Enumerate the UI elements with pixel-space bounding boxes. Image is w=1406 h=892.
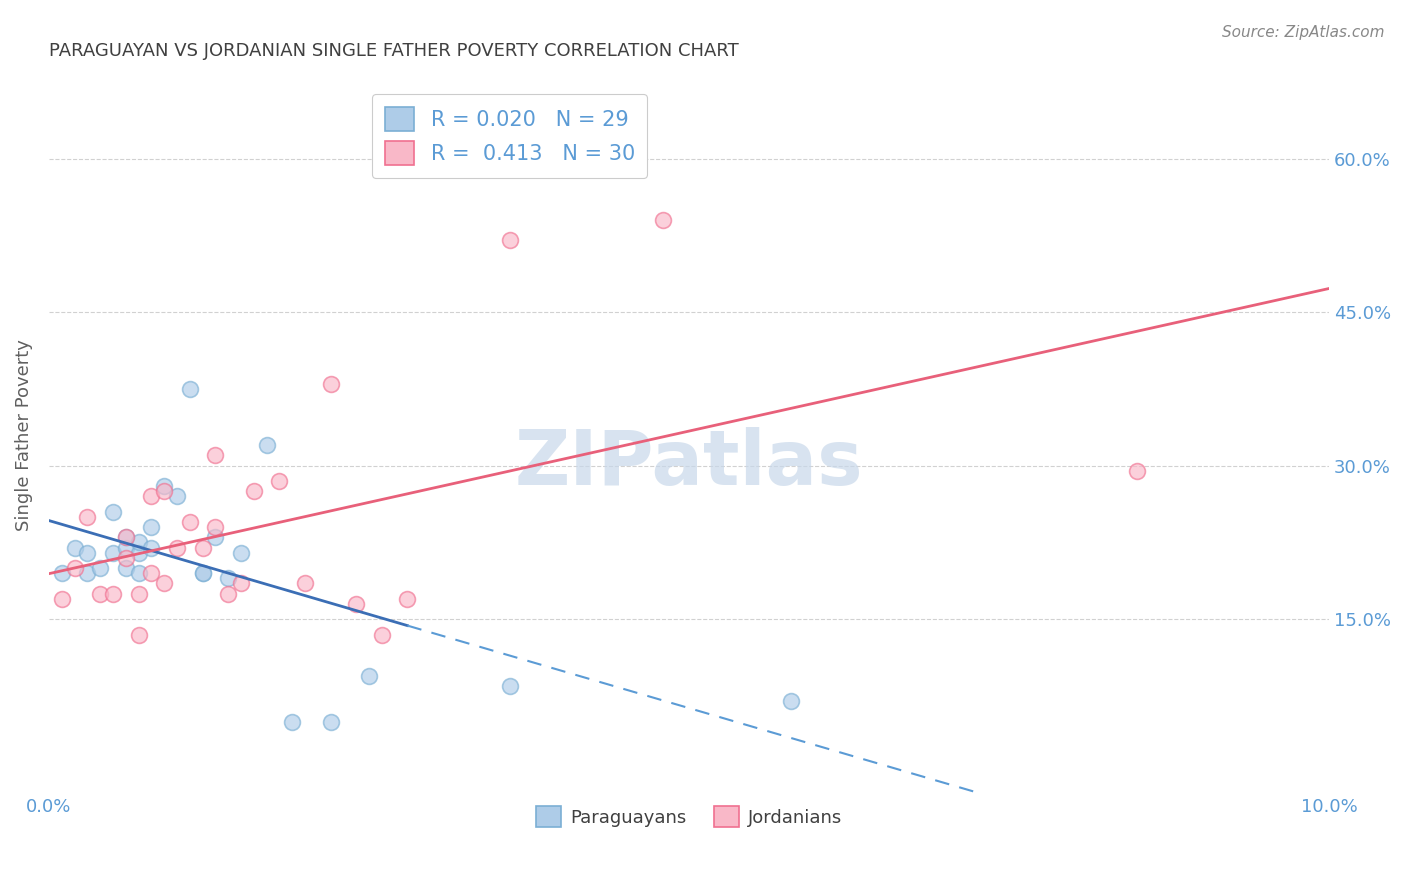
Point <box>204 449 226 463</box>
Point <box>114 550 136 565</box>
Point <box>396 591 419 606</box>
Point <box>319 376 342 391</box>
Point <box>242 484 264 499</box>
Point <box>153 479 176 493</box>
Point <box>128 535 150 549</box>
Point <box>76 546 98 560</box>
Point <box>229 546 252 560</box>
Point <box>780 694 803 708</box>
Point <box>217 587 239 601</box>
Point <box>114 561 136 575</box>
Point <box>499 234 522 248</box>
Point <box>63 541 86 555</box>
Point <box>499 679 522 693</box>
Point <box>217 571 239 585</box>
Point <box>114 541 136 555</box>
Point <box>1126 464 1149 478</box>
Point <box>153 484 176 499</box>
Point <box>76 509 98 524</box>
Point <box>128 627 150 641</box>
Point <box>204 520 226 534</box>
Text: ZIPatlas: ZIPatlas <box>515 426 863 500</box>
Point <box>141 541 163 555</box>
Point <box>128 546 150 560</box>
Point <box>191 541 214 555</box>
Point <box>319 714 342 729</box>
Point <box>179 382 201 396</box>
Point <box>114 530 136 544</box>
Legend: Paraguayans, Jordanians: Paraguayans, Jordanians <box>529 799 849 835</box>
Point <box>191 566 214 581</box>
Point <box>204 530 226 544</box>
Point <box>269 474 291 488</box>
Point <box>166 490 188 504</box>
Point <box>344 597 367 611</box>
Point <box>141 566 163 581</box>
Text: Source: ZipAtlas.com: Source: ZipAtlas.com <box>1222 25 1385 40</box>
Point <box>51 566 73 581</box>
Point <box>357 668 380 682</box>
Point <box>101 587 124 601</box>
Point <box>256 438 278 452</box>
Point <box>63 561 86 575</box>
Point <box>166 541 188 555</box>
Point <box>128 587 150 601</box>
Point <box>229 576 252 591</box>
Point <box>294 576 316 591</box>
Point <box>114 530 136 544</box>
Point <box>89 587 111 601</box>
Point <box>652 213 675 227</box>
Point <box>281 714 304 729</box>
Point <box>141 490 163 504</box>
Point <box>101 546 124 560</box>
Point <box>371 627 394 641</box>
Point <box>89 561 111 575</box>
Point <box>179 515 201 529</box>
Point <box>101 505 124 519</box>
Y-axis label: Single Father Poverty: Single Father Poverty <box>15 339 32 531</box>
Point <box>191 566 214 581</box>
Point <box>51 591 73 606</box>
Point <box>128 566 150 581</box>
Point <box>153 576 176 591</box>
Point <box>141 520 163 534</box>
Point <box>76 566 98 581</box>
Text: PARAGUAYAN VS JORDANIAN SINGLE FATHER POVERTY CORRELATION CHART: PARAGUAYAN VS JORDANIAN SINGLE FATHER PO… <box>49 42 738 60</box>
